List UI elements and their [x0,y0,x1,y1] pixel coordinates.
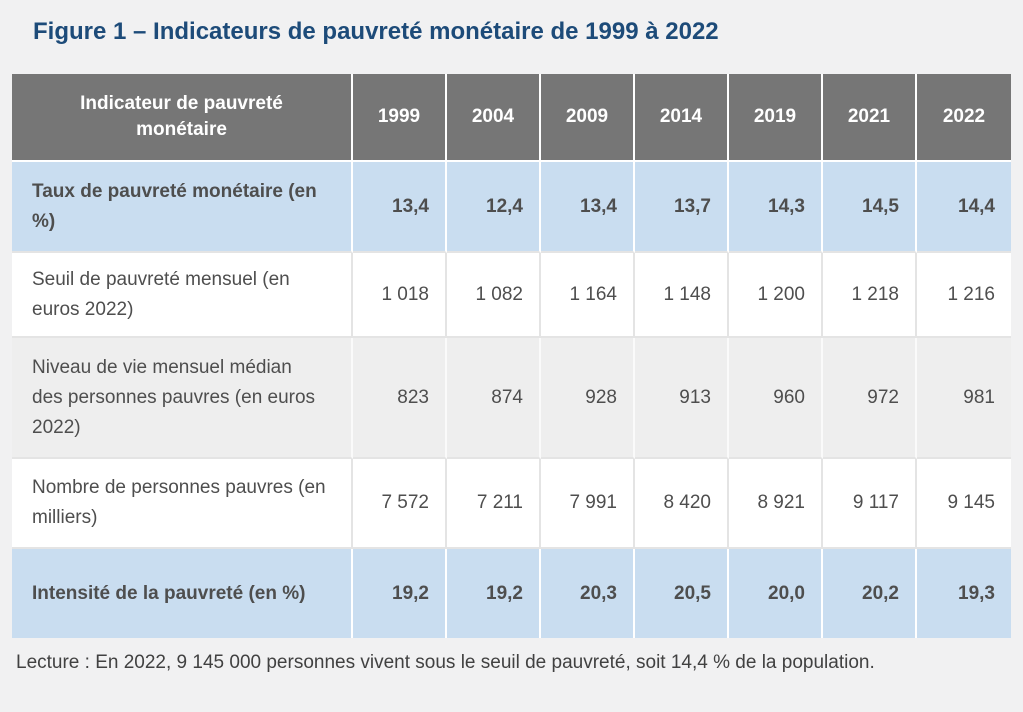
value-cell: 7 991 [541,459,635,549]
value-cell: 874 [447,338,541,459]
row-label: Niveau de vie mensuel médian des personn… [12,338,353,459]
year-column-header: 2009 [541,74,635,162]
row-label: Seuil de pauvreté mensuel (en euros 2022… [12,253,353,338]
value-cell: 1 082 [447,253,541,338]
value-cell: 13,7 [635,162,729,253]
indicator-column-header: Indicateur de pauvreté monétaire [12,74,353,162]
value-cell: 1 164 [541,253,635,338]
value-cell: 14,3 [729,162,823,253]
table-header-row: Indicateur de pauvreté monétaire 1999 2004… [12,74,1011,162]
value-cell: 12,4 [447,162,541,253]
value-cell: 913 [635,338,729,459]
row-label: Nombre de personnes pauvres (en milliers… [12,459,353,549]
value-cell: 13,4 [541,162,635,253]
value-cell: 20,5 [635,549,729,638]
value-cell: 981 [917,338,1011,459]
year-column-header: 2014 [635,74,729,162]
row-label: Intensité de la pauvreté (en %) [12,549,353,638]
value-cell: 928 [541,338,635,459]
value-cell: 9 117 [823,459,917,549]
value-cell: 7 572 [353,459,447,549]
value-cell: 960 [729,338,823,459]
value-cell: 1 216 [917,253,1011,338]
value-cell: 1 200 [729,253,823,338]
value-cell: 1 218 [823,253,917,338]
table-row: Niveau de vie mensuel médian des personn… [12,338,1011,459]
table-row: Taux de pauvreté monétaire (en %) 13,4 12,… [12,162,1011,253]
table-row: Intensité de la pauvreté (en %) 19,2 19,2 2… [12,549,1011,638]
value-cell: 19,2 [353,549,447,638]
value-cell: 20,2 [823,549,917,638]
year-column-header: 2019 [729,74,823,162]
table-row: Seuil de pauvreté mensuel (en euros 2022… [12,253,1011,338]
value-cell: 7 211 [447,459,541,549]
value-cell: 9 145 [917,459,1011,549]
value-cell: 972 [823,338,917,459]
lecture-note: Lecture : En 2022, 9 145 000 personnes v… [16,652,875,673]
year-column-header: 2004 [447,74,541,162]
year-column-header: 2022 [917,74,1011,162]
value-cell: 14,4 [917,162,1011,253]
year-column-header: 1999 [353,74,447,162]
figure-title: Figure 1 – Indicateurs de pauvreté monét… [33,18,719,45]
value-cell: 14,5 [823,162,917,253]
value-cell: 823 [353,338,447,459]
value-cell: 1 018 [353,253,447,338]
value-cell: 19,2 [447,549,541,638]
value-cell: 19,3 [917,549,1011,638]
value-cell: 8 921 [729,459,823,549]
value-cell: 13,4 [353,162,447,253]
value-cell: 1 148 [635,253,729,338]
table-row: Nombre de personnes pauvres (en milliers… [12,459,1011,549]
poverty-indicators-table: Indicateur de pauvreté monétaire 1999 2004… [12,74,1011,638]
table-body: Taux de pauvreté monétaire (en %) 13,4 12,… [12,162,1011,638]
value-cell: 20,0 [729,549,823,638]
value-cell: 8 420 [635,459,729,549]
value-cell: 20,3 [541,549,635,638]
row-label: Taux de pauvreté monétaire (en %) [12,162,353,253]
year-column-header: 2021 [823,74,917,162]
